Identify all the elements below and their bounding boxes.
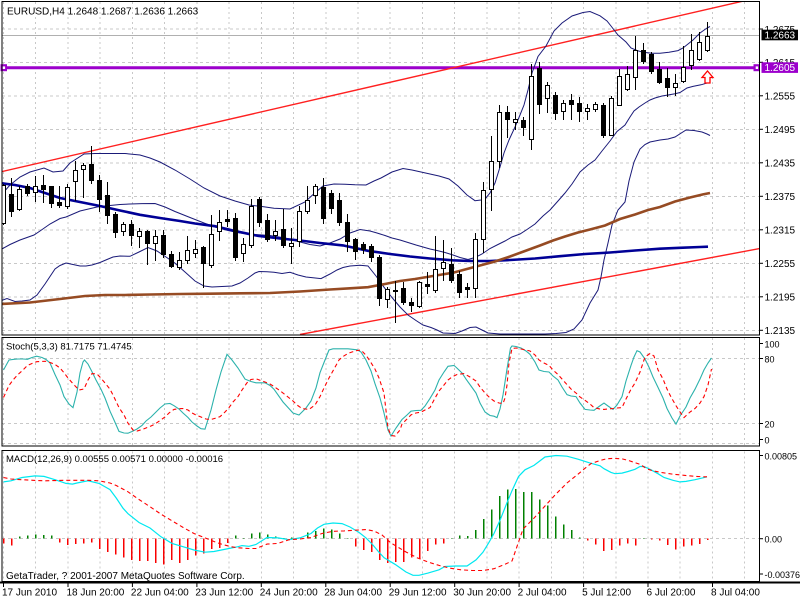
svg-text:1.2315: 1.2315 <box>765 226 796 237</box>
svg-text:2 Jul 04:00: 2 Jul 04:00 <box>518 588 567 599</box>
svg-text:8 Jul 04:00: 8 Jul 04:00 <box>711 588 760 599</box>
svg-text:24 Jun 20:00: 24 Jun 20:00 <box>260 588 318 599</box>
svg-text:1.2495: 1.2495 <box>765 125 796 136</box>
svg-text:0.00805: 0.00805 <box>765 451 798 461</box>
svg-text:1.2663: 1.2663 <box>765 31 796 42</box>
svg-text:100: 100 <box>765 339 780 349</box>
svg-text:0.00: 0.00 <box>765 535 783 545</box>
svg-text:1.2555: 1.2555 <box>765 92 796 103</box>
svg-text:1.2605: 1.2605 <box>765 63 796 74</box>
svg-text:5 Jul 12:00: 5 Jul 12:00 <box>582 588 631 599</box>
svg-text:22 Jun 04:00: 22 Jun 04:00 <box>131 588 189 599</box>
svg-text:20: 20 <box>765 419 775 429</box>
svg-text:1.2195: 1.2195 <box>765 293 796 304</box>
svg-text:1.2375: 1.2375 <box>765 192 796 203</box>
svg-text:0: 0 <box>765 435 770 445</box>
svg-text:1.2135: 1.2135 <box>765 326 796 337</box>
svg-text:80: 80 <box>765 354 775 364</box>
svg-text:1.2435: 1.2435 <box>765 159 796 170</box>
svg-text:29 Jun 12:00: 29 Jun 12:00 <box>389 588 447 599</box>
svg-text:28 Jun 04:00: 28 Jun 04:00 <box>324 588 382 599</box>
svg-text:17 Jun 2010: 17 Jun 2010 <box>2 588 57 599</box>
svg-text:6 Jul 20:00: 6 Jul 20:00 <box>647 588 696 599</box>
svg-text:30 Jun 20:00: 30 Jun 20:00 <box>453 588 511 599</box>
svg-text:GetaTrader, ? 2001-2007 MetaQu: GetaTrader, ? 2001-2007 MetaQuotes Softw… <box>6 571 245 582</box>
svg-text:Stoch(5,3,3) 81.7175 71.4745: Stoch(5,3,3) 81.7175 71.4745 <box>6 342 132 353</box>
svg-text:MACD(12,26,9) 0.00555 0.00571: MACD(12,26,9) 0.00555 0.00571 0.00000 -0… <box>6 454 223 465</box>
svg-text:-0.00376: -0.00376 <box>765 570 800 580</box>
svg-text:23 Jun 12:00: 23 Jun 12:00 <box>195 588 253 599</box>
svg-text:1.2255: 1.2255 <box>765 259 796 270</box>
svg-text:EURUSD,H4 1.2648 1.2687 1.263: EURUSD,H4 1.2648 1.2687 1.2636 1.2663 <box>7 7 199 18</box>
svg-text:18 Jun 20:00: 18 Jun 20:00 <box>67 588 125 599</box>
